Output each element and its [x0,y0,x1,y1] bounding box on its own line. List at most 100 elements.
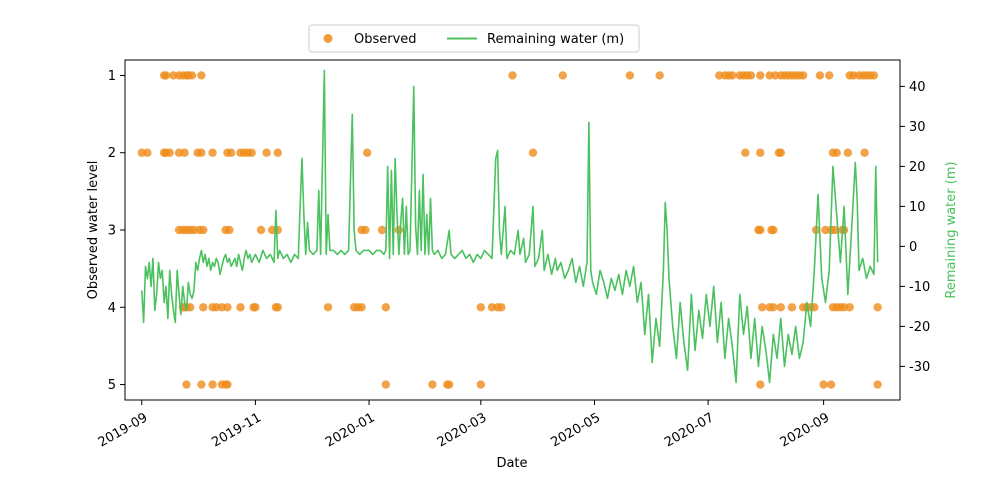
right-y-tick-label: 40 [909,80,926,95]
observed-point [741,148,750,157]
left-y-tick-label: 1 [108,69,116,84]
observed-point [746,71,756,80]
observed-point [199,225,208,235]
observed-point [208,148,217,157]
observed-point [143,148,152,157]
x-tick-label: 2020-03 [435,410,490,450]
right-y-tick-label: 0 [909,240,917,255]
observed-point [798,71,808,80]
observed-point [273,303,282,312]
observed-point [873,303,882,312]
observed-point [428,380,437,389]
observed-point [197,148,206,157]
observed-point [756,380,765,389]
right-y-tick-label: 10 [909,200,926,215]
observed-point [197,380,206,389]
observed-point [165,148,174,157]
observed-point [199,303,208,312]
right-y-axis: -30 -20 -10 0 10 20 30 40 [900,80,930,375]
right-y-tick-label: -10 [909,280,930,295]
observed-point [180,148,189,157]
observed-point [444,380,454,389]
legend: Observed Remaining water (m) [308,24,640,53]
observed-point [815,71,825,80]
observed-point [843,148,853,157]
observed-point [256,225,266,235]
observed-point [776,148,785,157]
observed-point [832,148,841,157]
observed-point [728,71,737,80]
remaining-water-line [140,69,879,384]
observed-point [873,380,882,389]
observed-point [825,71,834,80]
x-tick-label: 2020-09 [778,410,833,450]
observed-point [476,380,486,389]
x-tick-label: 2019-09 [96,410,151,450]
left-y-tick-label: 5 [108,378,116,393]
x-tick-label: 2019-11 [209,410,264,450]
observed-point [361,225,370,235]
observed-point [262,148,271,157]
remaining-series [140,69,879,384]
x-tick-label: 2020-01 [323,410,378,450]
observed-point [251,303,260,312]
observed-point [756,225,765,235]
observed-point [830,225,839,235]
observed-point [776,303,785,312]
observed-point [236,303,245,312]
observed-point [826,380,836,389]
right-y-axis-label: Remaining water (m) [944,161,959,298]
observed-point [769,225,778,235]
observed-point [223,303,232,312]
left-y-axis-label: Observed water level [86,161,101,300]
observed-point [756,148,765,157]
left-y-tick-label: 2 [108,146,116,161]
legend-observed-label: Observed [354,32,417,47]
observed-point [381,380,391,389]
observed-point [273,148,282,157]
observed-point [860,148,869,157]
observed-point [819,380,828,389]
observed-point [625,71,635,80]
observed-point [362,148,372,157]
observed-point [357,303,366,312]
observed-point [655,71,664,80]
observed-point [377,225,387,235]
observed-point [182,380,191,389]
observed-point [756,71,765,80]
observed-point [197,71,206,80]
right-y-tick-label: -20 [909,320,930,335]
x-axis-label: Date [496,456,527,471]
observed-point [497,303,506,312]
right-y-tick-label: 20 [909,160,926,175]
observed-point [508,71,517,80]
observed-point [247,148,256,157]
legend-remaining-label: Remaining water (m) [487,32,624,47]
observed-point [558,71,567,80]
observed-point [187,71,197,80]
x-tick-label: 2020-05 [548,410,603,450]
observed-point [839,225,849,235]
observed-point [226,148,236,157]
legend-observed-marker [323,34,333,43]
observed-point [186,303,195,312]
observed-point [769,303,778,312]
observed-point [528,148,538,157]
observed-point [323,303,333,312]
x-axis: 2019-09 2019-11 2020-01 2020-03 2020-05 2020-… [96,400,832,451]
observed-point [787,303,797,312]
left-y-tick-label: 4 [108,301,116,316]
right-y-tick-label: -30 [909,360,930,375]
observed-point [223,380,232,389]
observed-point [161,71,171,80]
observed-point [208,380,217,389]
right-y-tick-label: 30 [909,120,926,135]
observed-point [757,303,767,312]
left-y-axis: 1 2 3 4 5 [108,69,125,393]
observed-series [137,71,882,389]
observed-point [869,71,879,80]
observed-point [394,225,404,235]
observed-point [845,303,854,312]
x-tick-label: 2020-07 [662,410,717,450]
